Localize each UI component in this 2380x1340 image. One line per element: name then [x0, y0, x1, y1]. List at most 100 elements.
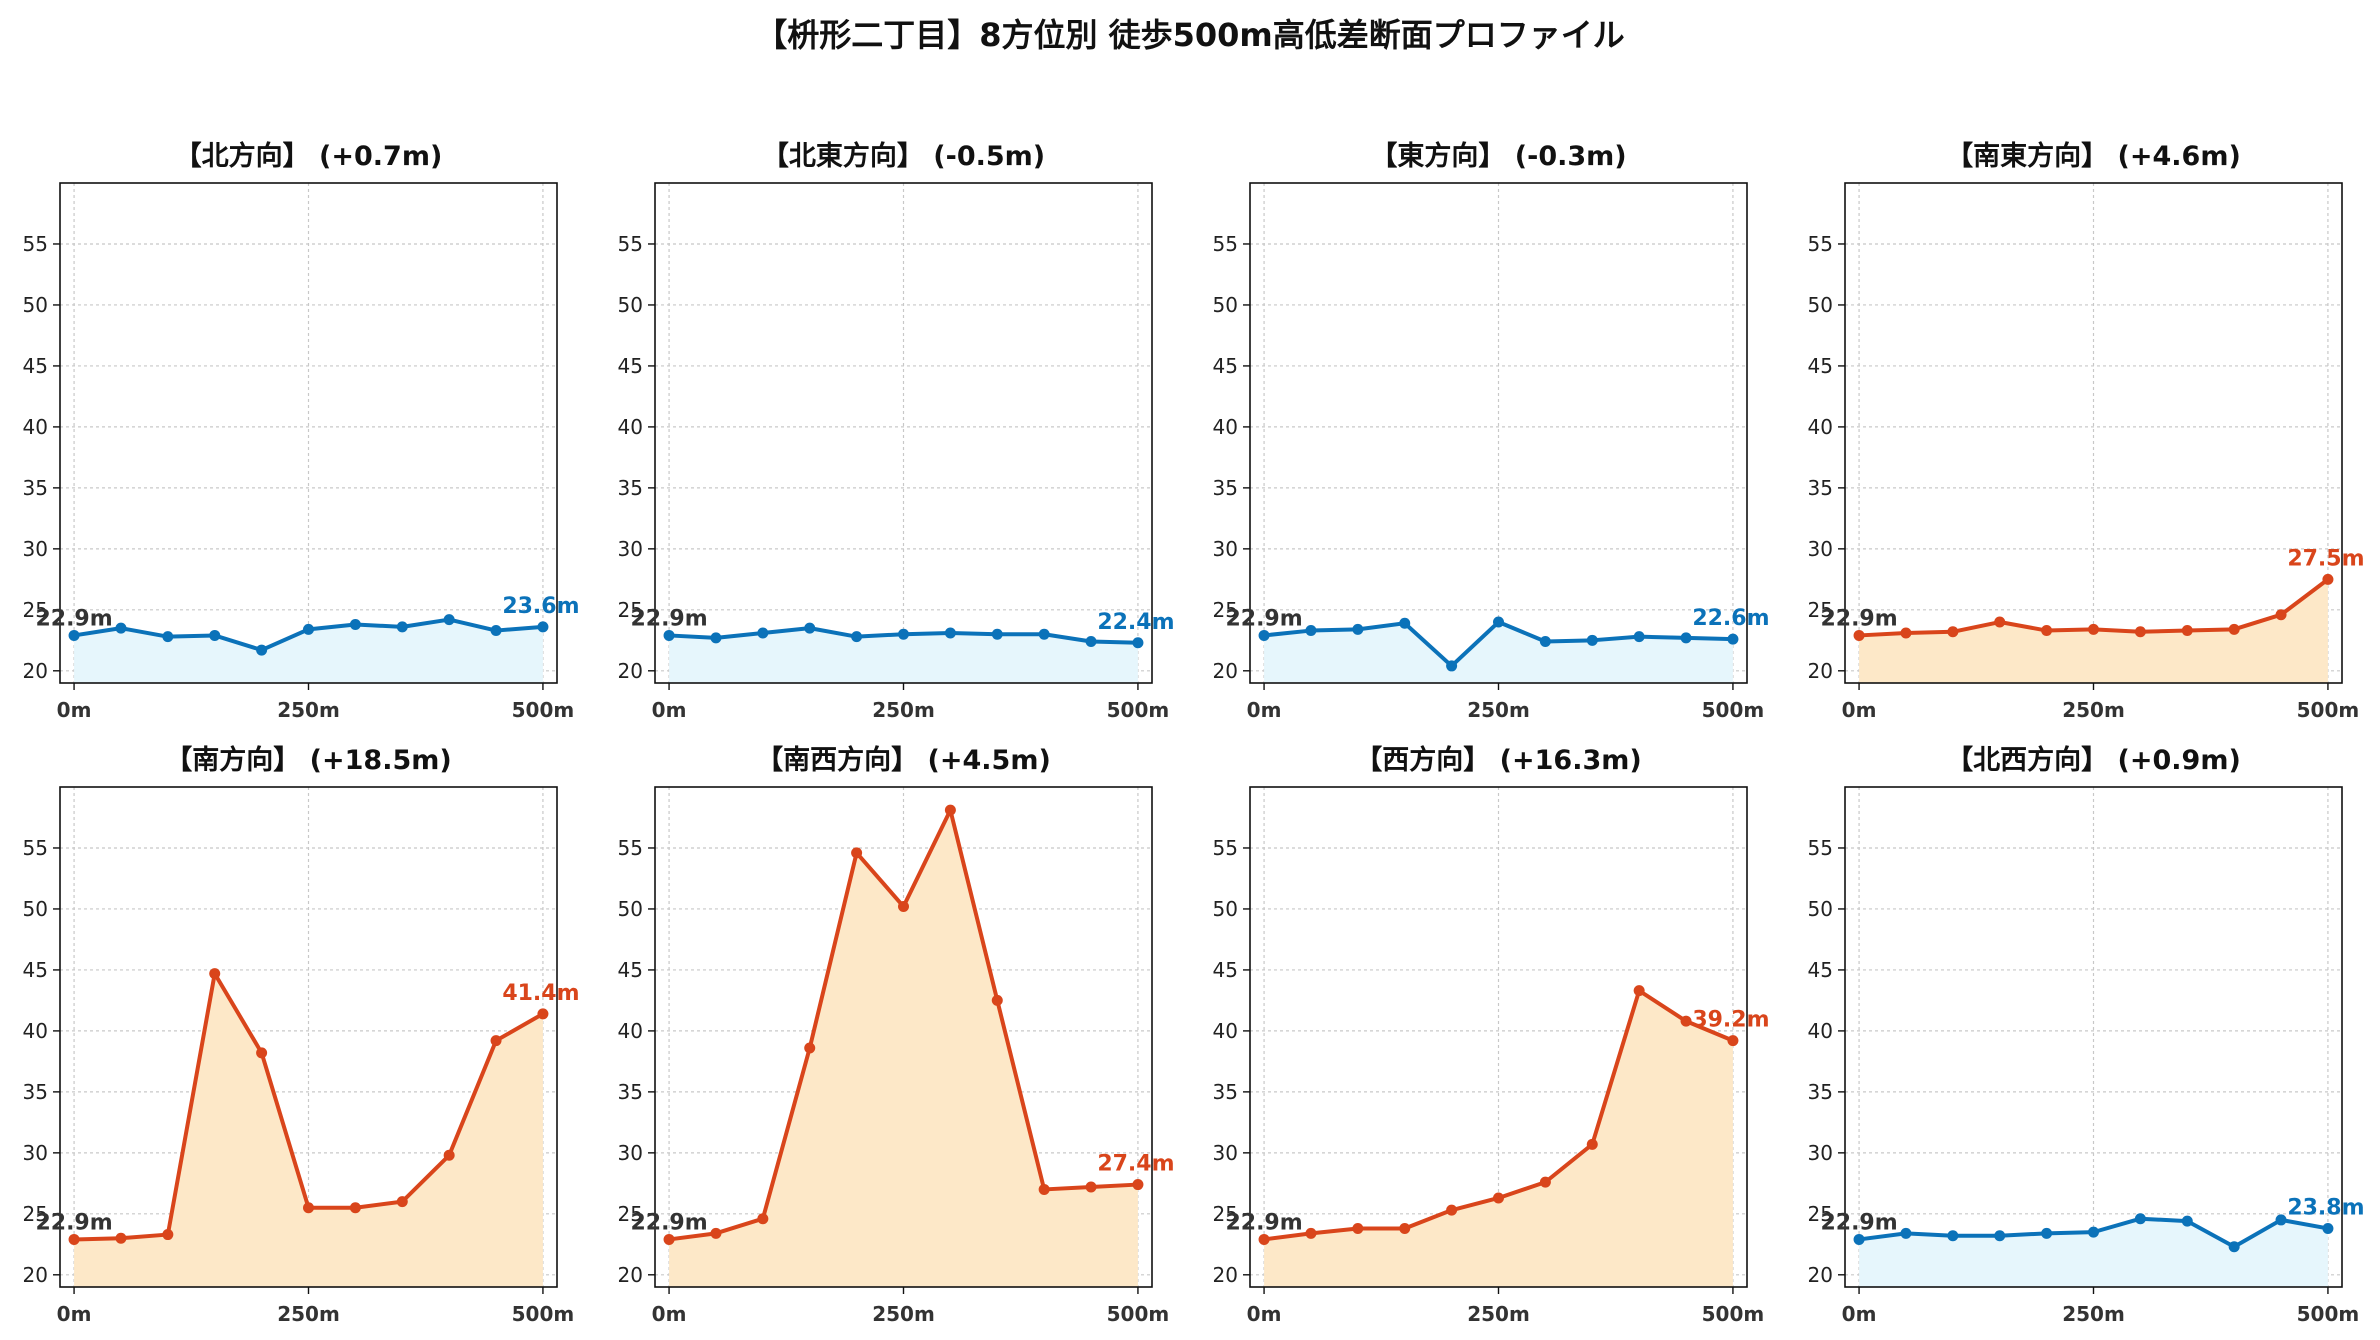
data-point — [991, 994, 1003, 1006]
y-tick-label: 40 — [1213, 1019, 1238, 1043]
y-tick-label: 25 — [1808, 1202, 1833, 1226]
y-tick-label: 50 — [23, 897, 48, 921]
start-value-label: 22.9m — [1225, 1210, 1302, 1235]
data-point — [1446, 1204, 1458, 1216]
data-point — [1085, 1181, 1097, 1193]
x-tick-label: 250m — [2062, 698, 2125, 722]
y-tick-label: 55 — [23, 836, 48, 860]
data-point — [710, 632, 722, 644]
data-point — [1305, 625, 1317, 637]
y-tick-label: 35 — [1808, 476, 1833, 500]
elevation-area — [669, 810, 1138, 1287]
elevation-panel: 【南西方向】 (+4.5m) 20 25 30 35 40 45 50 55 0m 250m 500m… — [618, 744, 1175, 1326]
data-point — [1352, 1222, 1364, 1234]
y-tick-label: 20 — [23, 1263, 48, 1287]
y-tick-label: 35 — [1808, 1080, 1833, 1104]
data-point — [1258, 629, 1270, 641]
x-tick-label: 500m — [1702, 698, 1765, 722]
x-tick-label: 0m — [57, 698, 92, 722]
y-tick-label: 20 — [618, 1263, 643, 1287]
y-tick-label: 55 — [1213, 232, 1238, 256]
data-point — [757, 627, 769, 639]
data-point — [710, 1227, 722, 1239]
data-point — [2228, 1241, 2240, 1253]
data-point — [490, 1035, 502, 1047]
data-point — [757, 1213, 769, 1225]
y-tick-label: 50 — [618, 293, 643, 317]
data-point — [898, 901, 909, 913]
elevation-panel: 【北方向】 (+0.7m) 20 25 30 35 40 45 50 55 0m 250m 500m 2… — [23, 140, 580, 722]
data-point — [1994, 1230, 2006, 1242]
x-tick-label: 250m — [277, 698, 340, 722]
data-point — [115, 622, 127, 634]
y-tick-label: 50 — [1808, 897, 1833, 921]
data-point — [851, 631, 863, 643]
data-point — [537, 621, 549, 633]
y-tick-label: 40 — [23, 415, 48, 439]
y-tick-label: 25 — [1213, 598, 1238, 622]
data-point — [162, 631, 174, 643]
x-tick-label: 500m — [2297, 698, 2360, 722]
y-tick-label: 45 — [1213, 958, 1238, 982]
end-value-label: 27.5m — [2287, 546, 2364, 571]
data-point — [944, 804, 956, 816]
x-tick-label: 500m — [512, 698, 575, 722]
data-point — [2228, 623, 2240, 635]
y-tick-label: 20 — [1808, 659, 1833, 683]
y-tick-label: 35 — [618, 476, 643, 500]
data-point — [2181, 625, 2193, 637]
y-tick-label: 45 — [618, 354, 643, 378]
elevation-area — [669, 628, 1138, 683]
y-tick-label: 55 — [618, 836, 643, 860]
y-tick-label: 50 — [618, 897, 643, 921]
elevation-area — [1264, 990, 1733, 1287]
y-tick-label: 20 — [1213, 659, 1238, 683]
start-value-label: 22.9m — [630, 606, 707, 631]
data-point — [2275, 1214, 2287, 1226]
y-tick-label: 20 — [618, 659, 643, 683]
x-tick-label: 0m — [1247, 698, 1282, 722]
y-tick-label: 35 — [1213, 1080, 1238, 1104]
y-tick-label: 35 — [618, 1080, 643, 1104]
data-point — [1038, 1183, 1050, 1195]
y-tick-label: 45 — [23, 354, 48, 378]
y-tick-label: 40 — [618, 415, 643, 439]
data-point — [1258, 1233, 1270, 1245]
y-tick-label: 45 — [1808, 958, 1833, 982]
x-tick-label: 0m — [652, 1302, 687, 1326]
y-tick-label: 50 — [1213, 897, 1238, 921]
panel-title: 【西方向】 (+16.3m) — [1355, 744, 1641, 776]
data-point — [1539, 1176, 1551, 1188]
panel-title: 【南西方向】 (+4.5m) — [756, 744, 1051, 776]
elevation-panel: 【東方向】 (-0.3m) 20 25 30 35 40 45 50 55 0m 250m 500m 2… — [1213, 140, 1770, 722]
data-point — [851, 847, 863, 859]
panel-title: 【北東方向】 (-0.5m) — [762, 140, 1045, 172]
data-point — [2088, 623, 2099, 635]
data-point — [1132, 1179, 1144, 1191]
y-tick-label: 25 — [23, 598, 48, 622]
data-point — [1539, 636, 1551, 648]
data-point — [1399, 617, 1411, 629]
y-tick-label: 20 — [23, 659, 48, 683]
data-point — [1853, 629, 1865, 641]
y-tick-label: 45 — [1808, 354, 1833, 378]
data-point — [1680, 632, 1692, 644]
data-point — [162, 1229, 174, 1241]
data-point — [2275, 609, 2287, 621]
end-value-label: 23.6m — [502, 594, 579, 619]
data-point — [2134, 1213, 2146, 1225]
y-tick-label: 55 — [1808, 232, 1833, 256]
data-point — [443, 614, 455, 626]
y-tick-label: 35 — [23, 1080, 48, 1104]
y-tick-label: 30 — [1213, 537, 1238, 561]
y-tick-label: 20 — [1808, 1263, 1833, 1287]
y-tick-label: 45 — [23, 958, 48, 982]
y-tick-label: 30 — [1213, 1141, 1238, 1165]
data-point — [1727, 633, 1739, 645]
data-point — [1586, 1138, 1598, 1150]
y-tick-label: 50 — [1808, 293, 1833, 317]
panel-title: 【北方向】 (+0.7m) — [175, 140, 443, 172]
data-point — [303, 623, 314, 635]
x-tick-label: 500m — [512, 1302, 575, 1326]
